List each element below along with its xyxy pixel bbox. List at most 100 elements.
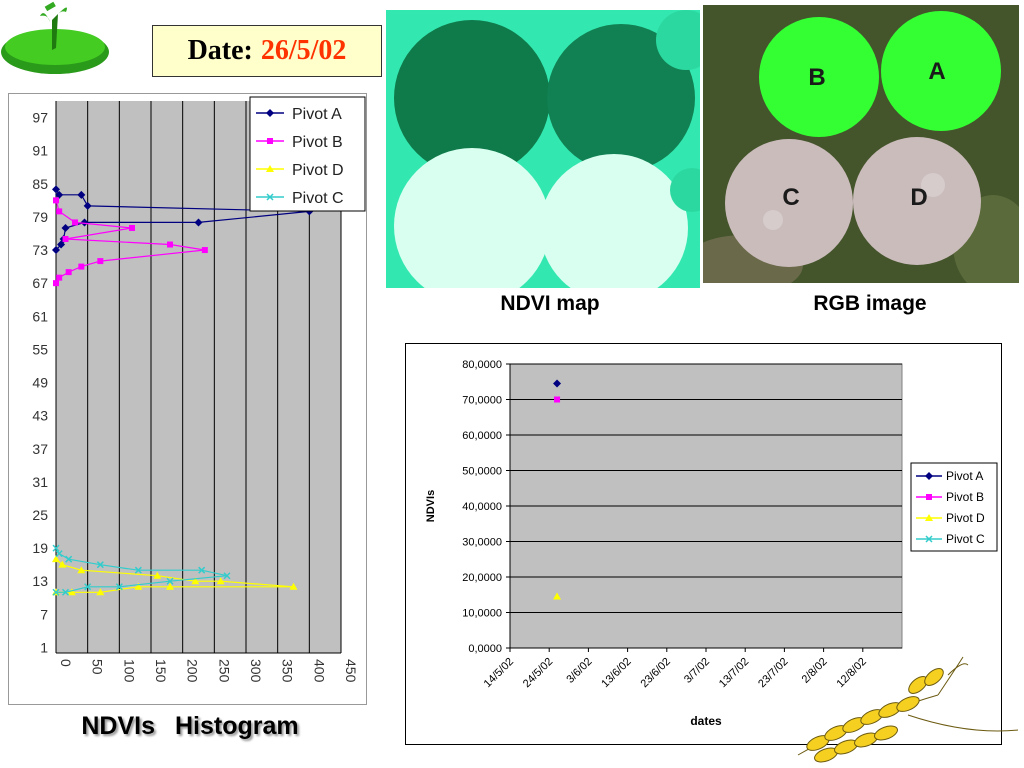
histogram-point [134, 566, 142, 574]
date-box: Date: 26/5/02 [152, 25, 382, 77]
histogram-y-tick-label: 61 [32, 308, 48, 324]
histogram-point [62, 236, 69, 242]
histogram-y-tick-label: 1 [40, 639, 48, 655]
histogram-y-tick-label: 31 [32, 474, 48, 490]
histogram-point [201, 247, 208, 254]
timeseries-y-tick-label: 10,0000 [462, 608, 502, 620]
histogram-point [55, 550, 63, 558]
date-label: Date: [187, 35, 253, 66]
histogram-legend-marker [266, 193, 274, 201]
histogram-point [84, 583, 92, 591]
histogram-point [52, 555, 60, 563]
logo-icon [1, 1, 109, 74]
histogram-point [289, 582, 298, 590]
histogram-point [52, 246, 60, 255]
histogram-legend-marker [266, 165, 274, 172]
rgb-label-c: C [782, 184, 799, 211]
histogram-point [61, 588, 70, 596]
timeseries-x-axis-label: dates [690, 714, 722, 728]
histogram-legend-label: Pivot C [292, 190, 344, 207]
histogram-x-tick-label: 200 [185, 659, 201, 683]
histogram-y-tick-label: 67 [32, 275, 48, 291]
histogram-point [58, 560, 67, 568]
histogram-x-tick-label: 100 [121, 659, 137, 683]
histogram-point [55, 190, 64, 199]
histogram-point [53, 280, 59, 287]
timeseries-y-tick-label: 60,0000 [462, 430, 502, 442]
histogram-point [52, 544, 60, 552]
histogram-y-tick-label: 97 [32, 110, 48, 126]
timeseries-legend-label: Pivot A [946, 469, 983, 483]
histogram-point [167, 241, 173, 248]
ndvi-map-image [386, 10, 700, 288]
histogram-x-tick-label: 450 [343, 659, 359, 683]
histogram-y-tick-label: 25 [32, 507, 48, 523]
histogram-legend-label: Pivot A [292, 106, 342, 123]
rgb-label-a: A [928, 58, 945, 85]
timeseries-legend-marker [925, 514, 933, 521]
timeseries-legend-marker [925, 535, 933, 543]
histogram-point [61, 223, 70, 232]
timeseries-y-tick-label: 20,0000 [462, 572, 502, 584]
timeseries-legend-label: Pivot D [946, 511, 985, 525]
histogram-y-tick-label: 37 [32, 441, 48, 457]
rgb-satellite-image: B A C D [703, 5, 1019, 283]
histogram-x-tick-label: 400 [311, 659, 327, 683]
histogram-point [166, 582, 174, 590]
date-value: 26/5/02 [260, 35, 347, 66]
histogram-point [223, 572, 231, 580]
histogram-x-tick-label: 50 [90, 659, 106, 675]
timeseries-y-tick-label: 50,0000 [462, 466, 502, 478]
histogram-y-tick-label: 13 [32, 573, 48, 589]
histogram-point [65, 555, 73, 563]
timeseries-point [553, 592, 562, 600]
histogram-y-tick-label: 85 [32, 176, 48, 192]
histogram-point [67, 588, 76, 596]
histogram-point [56, 274, 63, 281]
histogram-y-tick-label: 55 [32, 341, 48, 357]
histogram-point [115, 583, 123, 591]
histogram-point [77, 566, 86, 574]
histogram-caption: NDVIs Histogram [30, 712, 350, 741]
histogram-point [129, 224, 135, 231]
histogram-y-tick-label: 79 [32, 209, 48, 225]
timeseries-y-tick-label: 70,0000 [462, 395, 502, 407]
wheat-illustration-icon [797, 656, 1019, 763]
histogram-x-tick-label: 0 [58, 659, 74, 667]
timeseries-legend-label: Pivot B [946, 490, 984, 504]
histogram-point [65, 269, 72, 276]
histogram-point [80, 218, 89, 227]
histogram-y-tick-label: 49 [32, 375, 48, 391]
histogram-point [96, 561, 104, 569]
histogram-point [96, 588, 105, 596]
histogram-point [153, 571, 162, 579]
histogram-point [78, 263, 85, 270]
timeseries-legend [910, 462, 998, 552]
timeseries-legend-marker [926, 494, 932, 500]
rgb-label-d: D [910, 184, 927, 211]
histogram-legend-label: Pivot D [292, 162, 344, 179]
histogram-chart: 1 7 13 19 25 31 37 43 49 55 61 67 73 79 85 91 97 0 50 100 1… [8, 93, 367, 705]
histogram-point [83, 201, 92, 210]
histogram-point [191, 577, 200, 585]
rgb-image-caption: RGB image [813, 292, 927, 315]
timeseries-legend-marker [925, 472, 933, 480]
timeseries-y-tick-label: 40,0000 [462, 501, 502, 513]
histogram-x-tick-label: 350 [280, 659, 296, 683]
timeseries-point [554, 396, 561, 403]
histogram-legend-marker [266, 109, 274, 117]
histogram-x-tick-label: 300 [248, 659, 264, 683]
histogram-point [166, 577, 174, 585]
ndvi-timeseries-chart: 0,0000 10,0000 20,0000 30,0000 40,0000 50,000… [405, 343, 1002, 745]
histogram-point [77, 190, 86, 199]
histogram-y-tick-label: 19 [32, 540, 48, 556]
histogram-point [57, 240, 66, 249]
histogram-point [194, 218, 203, 227]
histogram-caption-label: Histogram [175, 712, 299, 740]
histogram-y-tick-label: 73 [32, 242, 48, 258]
timeseries-y-tick-label: 30,0000 [462, 537, 502, 549]
histogram-legend-label: Pivot B [292, 134, 343, 151]
histogram-point [216, 577, 225, 585]
histogram-point [52, 588, 60, 596]
histogram-point [56, 208, 63, 215]
